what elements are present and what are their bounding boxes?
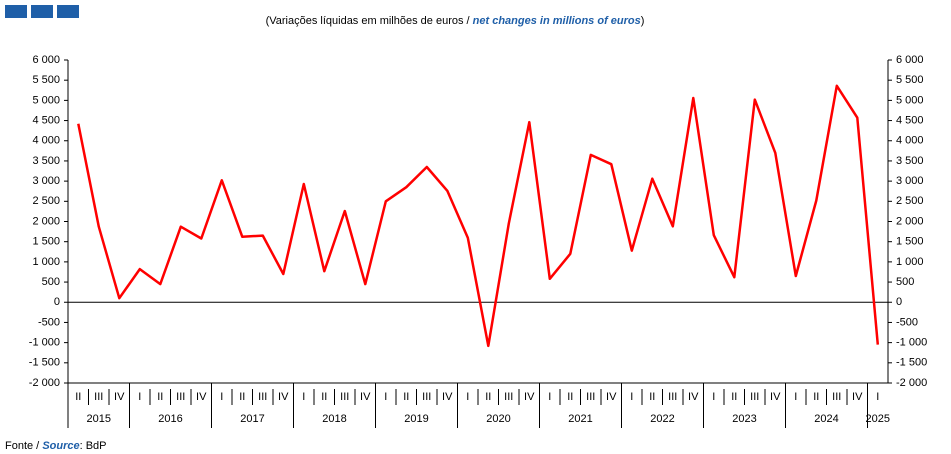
y2-tick-label: 5 500 (896, 74, 924, 86)
y2-tick-label: 6 000 (896, 54, 924, 66)
y2-tick-label: 1 000 (896, 256, 924, 268)
x-tick-label: IV (442, 391, 453, 403)
x-tick-label: II (403, 391, 409, 403)
x-group-label: 2022 (650, 413, 674, 425)
x-tick-label: II (731, 391, 737, 403)
logo-block (31, 5, 53, 18)
x-tick-label: IV (852, 391, 863, 403)
x-tick-label: III (750, 391, 759, 403)
x-tick-label: IV (524, 391, 535, 403)
y-tick-label: 500 (42, 276, 60, 288)
source: Fonte / Source: BdP (5, 440, 107, 452)
x-tick-label: III (668, 391, 677, 403)
y-tick-label: 2 000 (32, 215, 60, 227)
x-group-label: 2015 (87, 413, 111, 425)
x-tick-label: II (567, 391, 573, 403)
subtitle-close: ) (641, 15, 645, 27)
subtitle: (Variações líquidas em milhões de euros … (266, 15, 645, 27)
x-tick-label: I (712, 391, 715, 403)
x-tick-label: I (630, 391, 633, 403)
x-tick-label: II (321, 391, 327, 403)
x-tick-label: III (340, 391, 349, 403)
y2-tick-label: -2 000 (896, 377, 927, 389)
x-group-label: 2025 (866, 413, 890, 425)
y2-tick-label: 4 000 (896, 135, 924, 147)
y-tick-label: -1 000 (29, 337, 60, 349)
x-tick-label: III (176, 391, 185, 403)
source-rest: : BdP (80, 440, 107, 452)
x-tick-label: I (794, 391, 797, 403)
x-tick-label: IV (360, 391, 371, 403)
x-group-label: 2021 (568, 413, 592, 425)
y2-tick-label: 4 500 (896, 114, 924, 126)
y2-tick-label: 5 000 (896, 94, 924, 106)
x-tick-label: II (75, 391, 81, 403)
y-tick-label: 3 000 (32, 175, 60, 187)
y2-tick-label: 0 (896, 296, 902, 308)
x-group-label: 2023 (732, 413, 756, 425)
y-tick-label: 1 000 (32, 256, 60, 268)
y-tick-label: 6 000 (32, 54, 60, 66)
y2-tick-label: 2 000 (896, 215, 924, 227)
x-group-label: 2019 (404, 413, 428, 425)
x-tick-label: I (876, 391, 879, 403)
y-tick-label: 4 500 (32, 114, 60, 126)
x-tick-label: III (586, 391, 595, 403)
source-pt: Fonte / (5, 440, 40, 452)
x-tick-label: I (302, 391, 305, 403)
logo-block (57, 5, 79, 18)
x-tick-label: IV (278, 391, 289, 403)
x-tick-label: III (258, 391, 267, 403)
x-tick-label: I (384, 391, 387, 403)
y2-tick-label: 500 (896, 276, 914, 288)
y-tick-label: 5 500 (32, 74, 60, 86)
y-tick-label: -1 500 (29, 357, 60, 369)
y-tick-label: 0 (54, 296, 60, 308)
x-tick-label: IV (770, 391, 781, 403)
y-tick-label: 2 500 (32, 195, 60, 207)
y-tick-label: 1 500 (32, 236, 60, 248)
x-tick-label: II (239, 391, 245, 403)
x-tick-label: I (138, 391, 141, 403)
x-tick-label: IV (606, 391, 617, 403)
x-group-label: 2024 (814, 413, 838, 425)
y-tick-label: 3 500 (32, 155, 60, 167)
data-line (77, 84, 880, 348)
logo-block (5, 5, 27, 18)
x-tick-label: I (466, 391, 469, 403)
x-tick-label: III (832, 391, 841, 403)
y-tick-label: -2 000 (29, 377, 60, 389)
x-group-label: 2018 (322, 413, 346, 425)
y2-tick-label: 1 500 (896, 236, 924, 248)
x-tick-label: II (813, 391, 819, 403)
y2-tick-label: -1 000 (896, 337, 927, 349)
y2-tick-label: 2 500 (896, 195, 924, 207)
x-group-label: 2020 (486, 413, 510, 425)
x-tick-label: II (649, 391, 655, 403)
y2-tick-label: -1 500 (896, 357, 927, 369)
x-tick-label: III (94, 391, 103, 403)
x-tick-label: II (157, 391, 163, 403)
subtitle-pt: (Variações líquidas em milhões de euros … (266, 15, 471, 27)
y2-tick-label: 3 000 (896, 175, 924, 187)
subtitle-en: net changes in millions of euros (473, 15, 641, 27)
x-group-label: 2017 (240, 413, 264, 425)
x-tick-label: IV (688, 391, 699, 403)
x-tick-label: I (548, 391, 551, 403)
source-en: Source (42, 440, 79, 452)
x-tick-label: II (485, 391, 491, 403)
x-tick-label: III (504, 391, 513, 403)
y2-tick-label: 3 500 (896, 155, 924, 167)
y2-tick-label: -500 (896, 316, 918, 328)
y-tick-label: 5 000 (32, 94, 60, 106)
x-group-label: 2016 (158, 413, 182, 425)
x-tick-label: I (220, 391, 223, 403)
x-tick-label: IV (114, 391, 125, 403)
x-tick-label: IV (196, 391, 207, 403)
y-tick-label: 4 000 (32, 135, 60, 147)
y-tick-label: -500 (38, 316, 60, 328)
x-tick-label: III (422, 391, 431, 403)
